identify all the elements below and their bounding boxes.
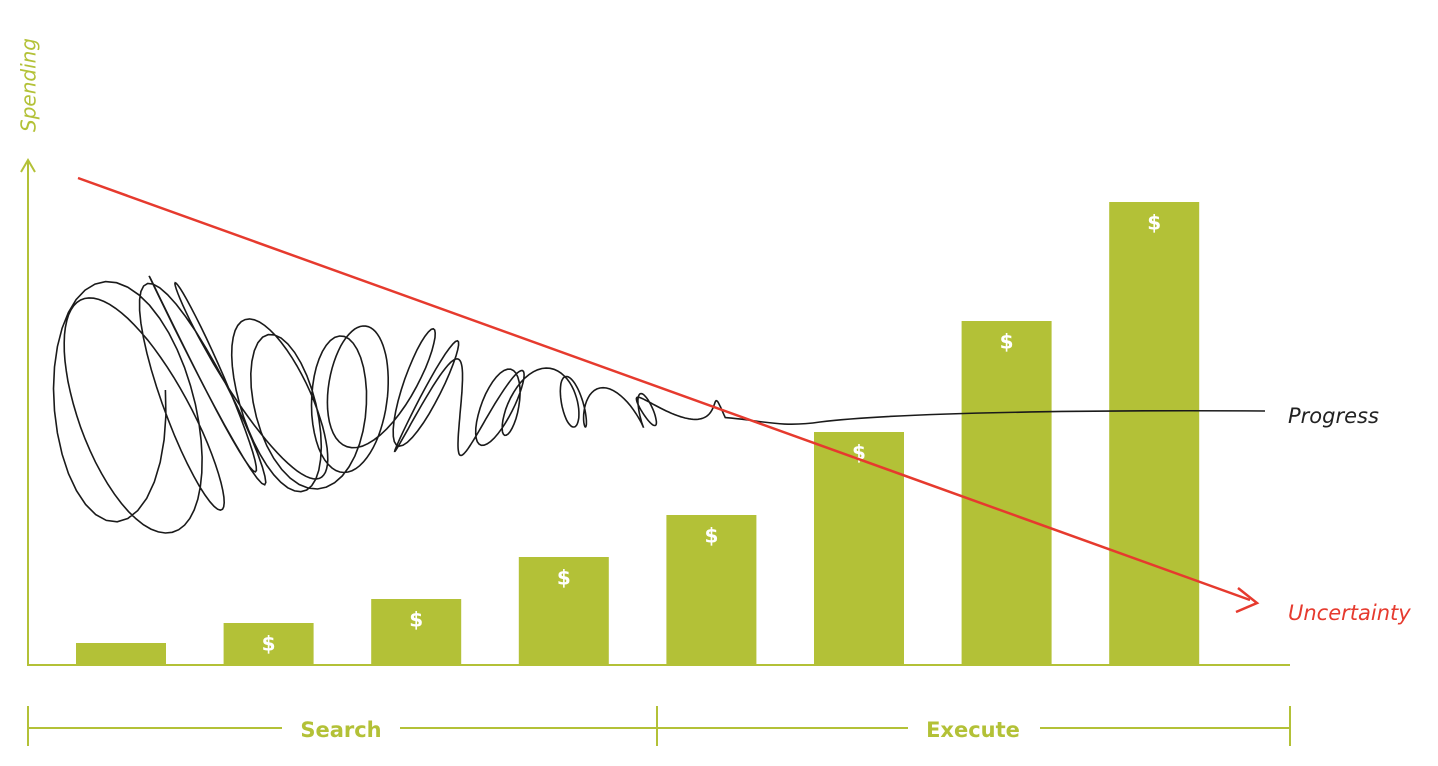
bar	[76, 643, 166, 665]
bar	[814, 432, 904, 665]
bar	[223, 623, 314, 665]
bar-label: $	[704, 524, 718, 548]
bar-label: $	[262, 632, 276, 656]
uncertainty-arrow	[1235, 587, 1260, 614]
y-axis-arrow	[20, 158, 36, 173]
bar-label: $	[1000, 330, 1014, 354]
y-axis-label: Spending	[17, 38, 41, 132]
bar	[1109, 202, 1200, 665]
progress-label: Progress	[1288, 404, 1379, 428]
bar	[666, 515, 757, 665]
phase-brackets	[27, 706, 1291, 746]
progress-scribble	[52, 275, 1266, 534]
uncertainty-label: Uncertainty	[1288, 601, 1411, 625]
bar-label: $	[1147, 211, 1161, 235]
uncertainty-line	[77, 176, 1251, 602]
bar	[518, 557, 609, 665]
phase-label: Execute	[926, 718, 1020, 742]
bar	[371, 599, 462, 665]
phase-label: Search	[300, 718, 381, 742]
bar-label: $	[409, 608, 423, 632]
bar	[961, 321, 1052, 665]
bar-label: $	[557, 566, 571, 590]
bars: $$$$$$$	[76, 202, 1200, 665]
